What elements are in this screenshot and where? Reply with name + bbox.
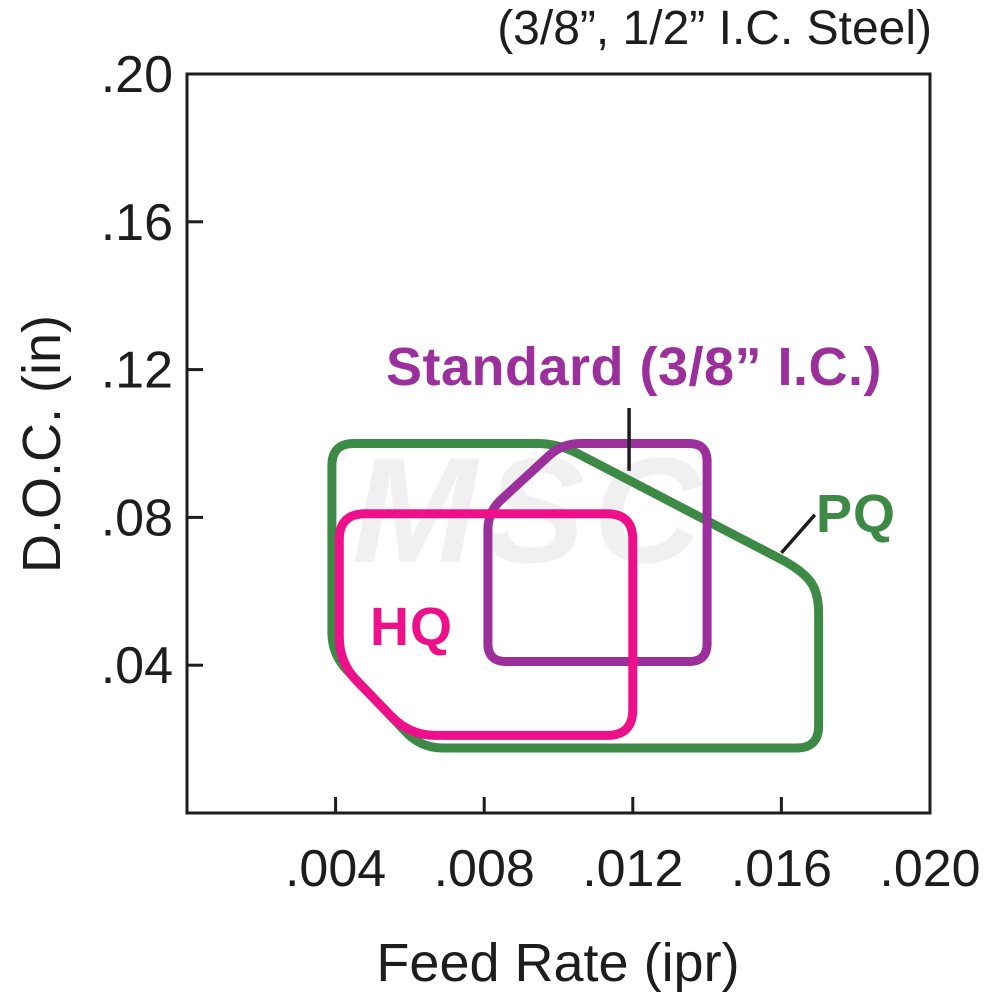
x-axis-title: Feed Rate (ipr) <box>376 932 740 993</box>
plot-frame <box>185 72 932 815</box>
region-outline-standard <box>483 439 712 666</box>
region-outline-hq <box>334 509 638 740</box>
y-tick-label-.08: .08 <box>101 489 173 547</box>
region-label-pq: PQ <box>816 484 897 544</box>
region-label-hq: HQ <box>370 597 453 657</box>
x-tick-label-.004: .004 <box>285 840 386 898</box>
x-tick-label-.008: .008 <box>434 840 535 898</box>
pq-leader-line <box>780 513 817 555</box>
y-axis-title: D.O.C. (in) <box>11 314 72 574</box>
region-outline-pq <box>327 439 824 753</box>
y-tick-label-.16: .16 <box>101 194 173 252</box>
y-tick-label-.12: .12 <box>101 342 173 400</box>
x-tick-label-.012: .012 <box>582 840 683 898</box>
x-tick-label-.016: .016 <box>731 840 832 898</box>
y-tick-label-.04: .04 <box>101 637 173 695</box>
y-tick-label-.20: .20 <box>101 46 173 104</box>
chart-title: (3/8”, 1/2” I.C. Steel) <box>497 2 932 55</box>
x-tick-label-.020: .020 <box>879 840 980 898</box>
region-label-standard: Standard (3/8” I.C.) <box>385 336 883 397</box>
